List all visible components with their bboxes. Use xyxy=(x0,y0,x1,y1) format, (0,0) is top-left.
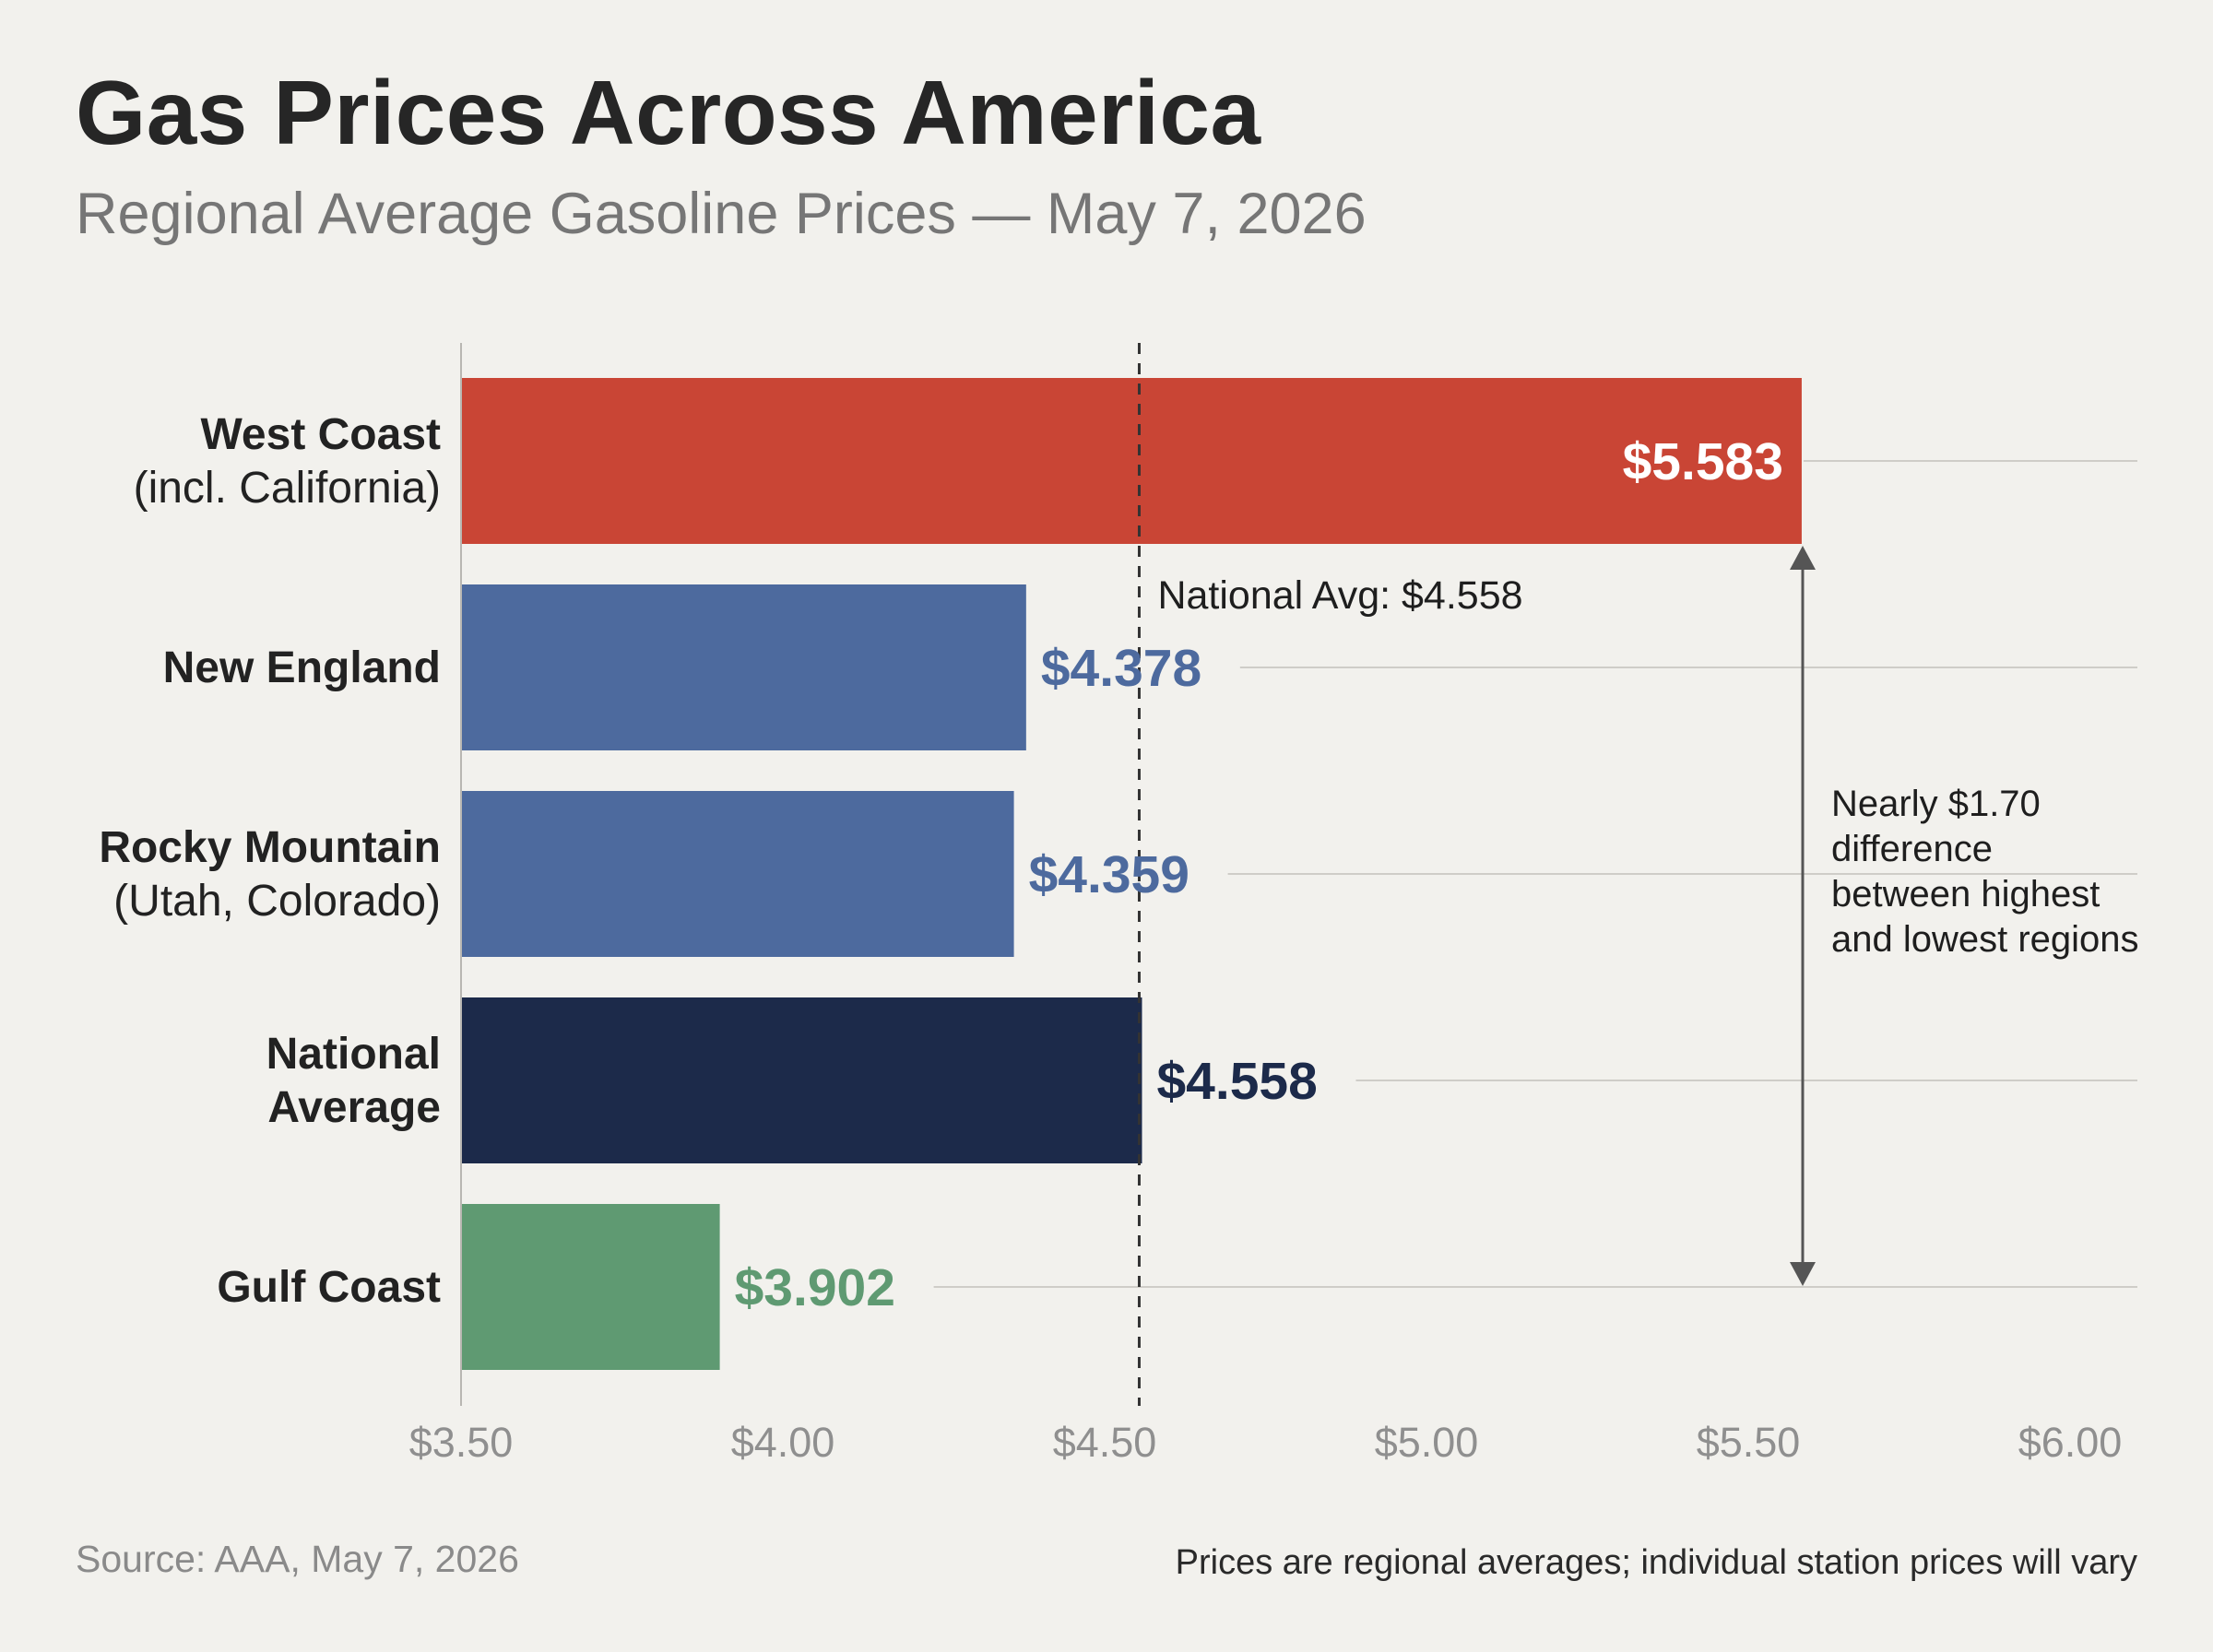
range-annotation-label: Nearly $1.70 xyxy=(1831,784,2041,824)
bar xyxy=(461,997,1142,1163)
x-tick-label: $4.00 xyxy=(731,1419,835,1466)
disclaimer-note: Prices are regional averages; individual… xyxy=(1175,1543,2137,1582)
range-arrow-head-top xyxy=(1790,546,1816,570)
category-label: West Coast xyxy=(200,410,441,459)
source-note: Source: AAA, May 7, 2026 xyxy=(76,1538,519,1580)
range-annotation-label: between highest xyxy=(1831,874,2100,914)
chart-title: Gas Prices Across America xyxy=(76,62,1261,163)
x-tick-label: $6.00 xyxy=(2018,1419,2123,1466)
chart-subtitle: Regional Average Gasoline Prices — May 7… xyxy=(76,182,1367,246)
category-label: National xyxy=(266,1030,441,1079)
bar xyxy=(461,584,1026,750)
value-label: $3.902 xyxy=(735,1258,895,1317)
bar xyxy=(461,791,1014,957)
bar xyxy=(461,378,1802,544)
bar xyxy=(461,1204,720,1370)
value-label: $4.359 xyxy=(1029,845,1189,904)
x-tick-label: $3.50 xyxy=(409,1419,514,1466)
range-annotation-label: and lowest regions xyxy=(1831,919,2139,960)
x-tick-label: $5.50 xyxy=(1697,1419,1801,1466)
range-annotation-label: difference xyxy=(1831,829,1993,869)
category-label: New England xyxy=(163,643,441,692)
x-tick-label: $4.50 xyxy=(1053,1419,1157,1466)
reference-line-label: National Avg: $4.558 xyxy=(1157,573,1522,618)
range-arrow-head-bottom xyxy=(1790,1262,1816,1286)
category-label: Rocky Mountain xyxy=(99,823,441,872)
x-tick-label: $5.00 xyxy=(1375,1419,1479,1466)
category-label: Gulf Coast xyxy=(217,1263,441,1312)
value-label: $4.558 xyxy=(1156,1052,1317,1111)
value-label: $5.583 xyxy=(1623,432,1783,491)
category-label: (Utah, Colorado) xyxy=(113,877,441,926)
category-label: (incl. California) xyxy=(134,464,441,513)
category-label: Average xyxy=(267,1083,441,1132)
value-label: $4.378 xyxy=(1041,639,1201,698)
